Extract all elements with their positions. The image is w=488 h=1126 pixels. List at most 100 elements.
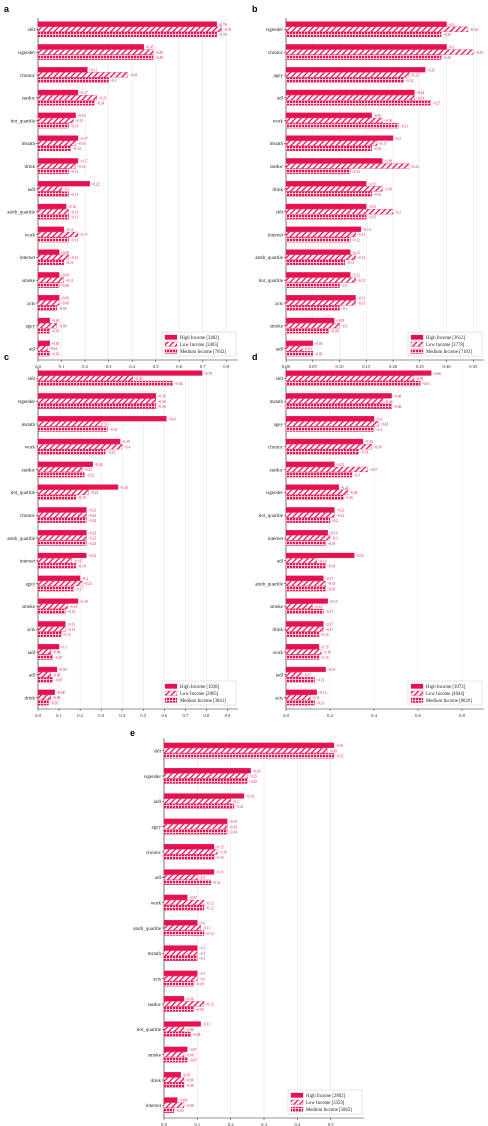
bar-low-income (285, 558, 317, 564)
bar-low-income (163, 1051, 185, 1058)
data-label: ~0.25 (249, 775, 257, 779)
data-label: ~0.35 (475, 51, 483, 55)
bar-medium-income (37, 31, 217, 38)
bar-medium-income (285, 631, 320, 637)
data-label: ~0.34 (469, 28, 477, 32)
data-label: ~0.07 (189, 1048, 197, 1052)
data-label: ~0.4 (376, 417, 383, 421)
data-label: ~0.22 (86, 473, 94, 477)
x-tick-label: 0.00 (282, 364, 291, 369)
data-label: ~0.11 (312, 696, 320, 700)
bar-low-income (285, 694, 311, 701)
data-label: ~0.23 (88, 537, 96, 541)
category-label: agey (26, 325, 36, 330)
bar-low-income (163, 1102, 185, 1108)
category-label: agey (152, 825, 162, 830)
data-label: ~0.06 (186, 1079, 194, 1083)
legend-entry: Medium Income [7183] (426, 350, 472, 355)
data-label: ~0.14 (72, 147, 80, 151)
data-label: ~0.13 (67, 623, 75, 627)
data-label: ~0.15 (368, 205, 376, 209)
bar-medium-income (37, 259, 65, 266)
bar-high-income (37, 89, 79, 96)
data-label: ~0.3 (354, 473, 361, 477)
data-label: ~0.24 (416, 96, 424, 100)
bar-high-income (37, 666, 58, 673)
data-label: ~0.05 (51, 352, 59, 356)
panel-letter: b (252, 4, 258, 14)
category-label: drink (272, 188, 283, 193)
bar-high-income (37, 438, 121, 445)
data-label: ~0.78 (204, 372, 212, 376)
bar-high-income (285, 67, 426, 73)
data-label: ~0.15 (216, 845, 224, 849)
data-label: ~0.13 (357, 296, 365, 300)
category-label: shlt (154, 749, 162, 754)
bar-low-income (37, 277, 65, 283)
bar-low-income (163, 1001, 205, 1007)
data-label: ~0.61 (168, 417, 176, 421)
data-label: ~0.11 (63, 633, 71, 637)
data-label: ~0.49 (155, 51, 163, 55)
data-label: ~0.44 (384, 400, 392, 404)
legend-entry: Medium Income [3841] (180, 699, 226, 704)
category-label: atotb_quartile (133, 927, 162, 932)
data-label: ~0.49 (329, 749, 337, 753)
x-tick-label: 0.10 (335, 364, 344, 369)
data-label: ~0.06 (186, 997, 194, 1001)
bar-low-income (285, 580, 326, 587)
bar-medium-income (37, 586, 74, 592)
data-label: ~0.06 (52, 673, 60, 677)
bar-high-income (163, 970, 198, 976)
x-tick-label: 0.8 (223, 364, 229, 369)
x-tick-label: 0.0 (35, 364, 41, 369)
bar-high-income (37, 689, 55, 695)
bar-low-income (163, 1026, 185, 1032)
bar-medium-income (37, 563, 77, 569)
legend-entry: High Income [3973] (426, 685, 466, 690)
data-label: ~0.13 (316, 701, 324, 705)
data-label: ~0.26 (345, 496, 353, 500)
bar-medium-income (285, 472, 353, 478)
data-label: ~0.51 (336, 754, 344, 758)
bar-medium-income (163, 829, 228, 835)
data-label: ~0.3 (110, 79, 117, 83)
bar-low-income (37, 603, 68, 609)
data-label: ~0.29 (443, 56, 451, 60)
data-label: ~0.22 (336, 514, 344, 518)
legend-entry: Medium Income [7042] (180, 350, 226, 355)
data-label: ~0.14 (362, 228, 370, 232)
data-label: ~0.18 (384, 119, 392, 123)
data-label: ~0.28 (349, 491, 357, 495)
data-label: ~0.07 (303, 673, 311, 677)
data-label: ~0.11 (65, 228, 73, 232)
legend-entry: Low Income [2065] (180, 692, 219, 697)
data-label: ~0.23 (88, 542, 96, 546)
data-label: ~0.13 (70, 170, 78, 174)
bar-high-income (163, 1046, 188, 1052)
data-label: ~0.16 (77, 165, 85, 169)
bar-medium-income (37, 654, 53, 660)
bar-high-income (37, 530, 87, 536)
data-label: ~0.13 (357, 279, 365, 283)
data-label: ~0.06 (52, 651, 60, 655)
data-label: ~0.05 (51, 319, 59, 323)
data-label: ~0.33 (360, 451, 368, 455)
data-label: ~0.1 (61, 645, 68, 649)
data-label: ~0.45 (145, 46, 153, 50)
bar-medium-income (163, 753, 335, 759)
bar-medium-income (285, 191, 372, 197)
bar-medium-income (285, 586, 326, 592)
legend-swatch (290, 1106, 304, 1112)
bar-low-income (37, 444, 123, 450)
data-label: ~0.18 (327, 565, 335, 569)
bar-high-income (285, 370, 432, 376)
data-label: ~0.15 (321, 645, 329, 649)
x-tick-label: 0.15 (362, 364, 371, 369)
category-label: work (25, 233, 36, 238)
data-label: ~0.24 (416, 91, 424, 95)
bar-medium-income (37, 700, 49, 706)
data-label: ~0.18 (327, 587, 335, 591)
bar-low-income (285, 140, 378, 146)
data-label: ~0.18 (77, 496, 85, 500)
